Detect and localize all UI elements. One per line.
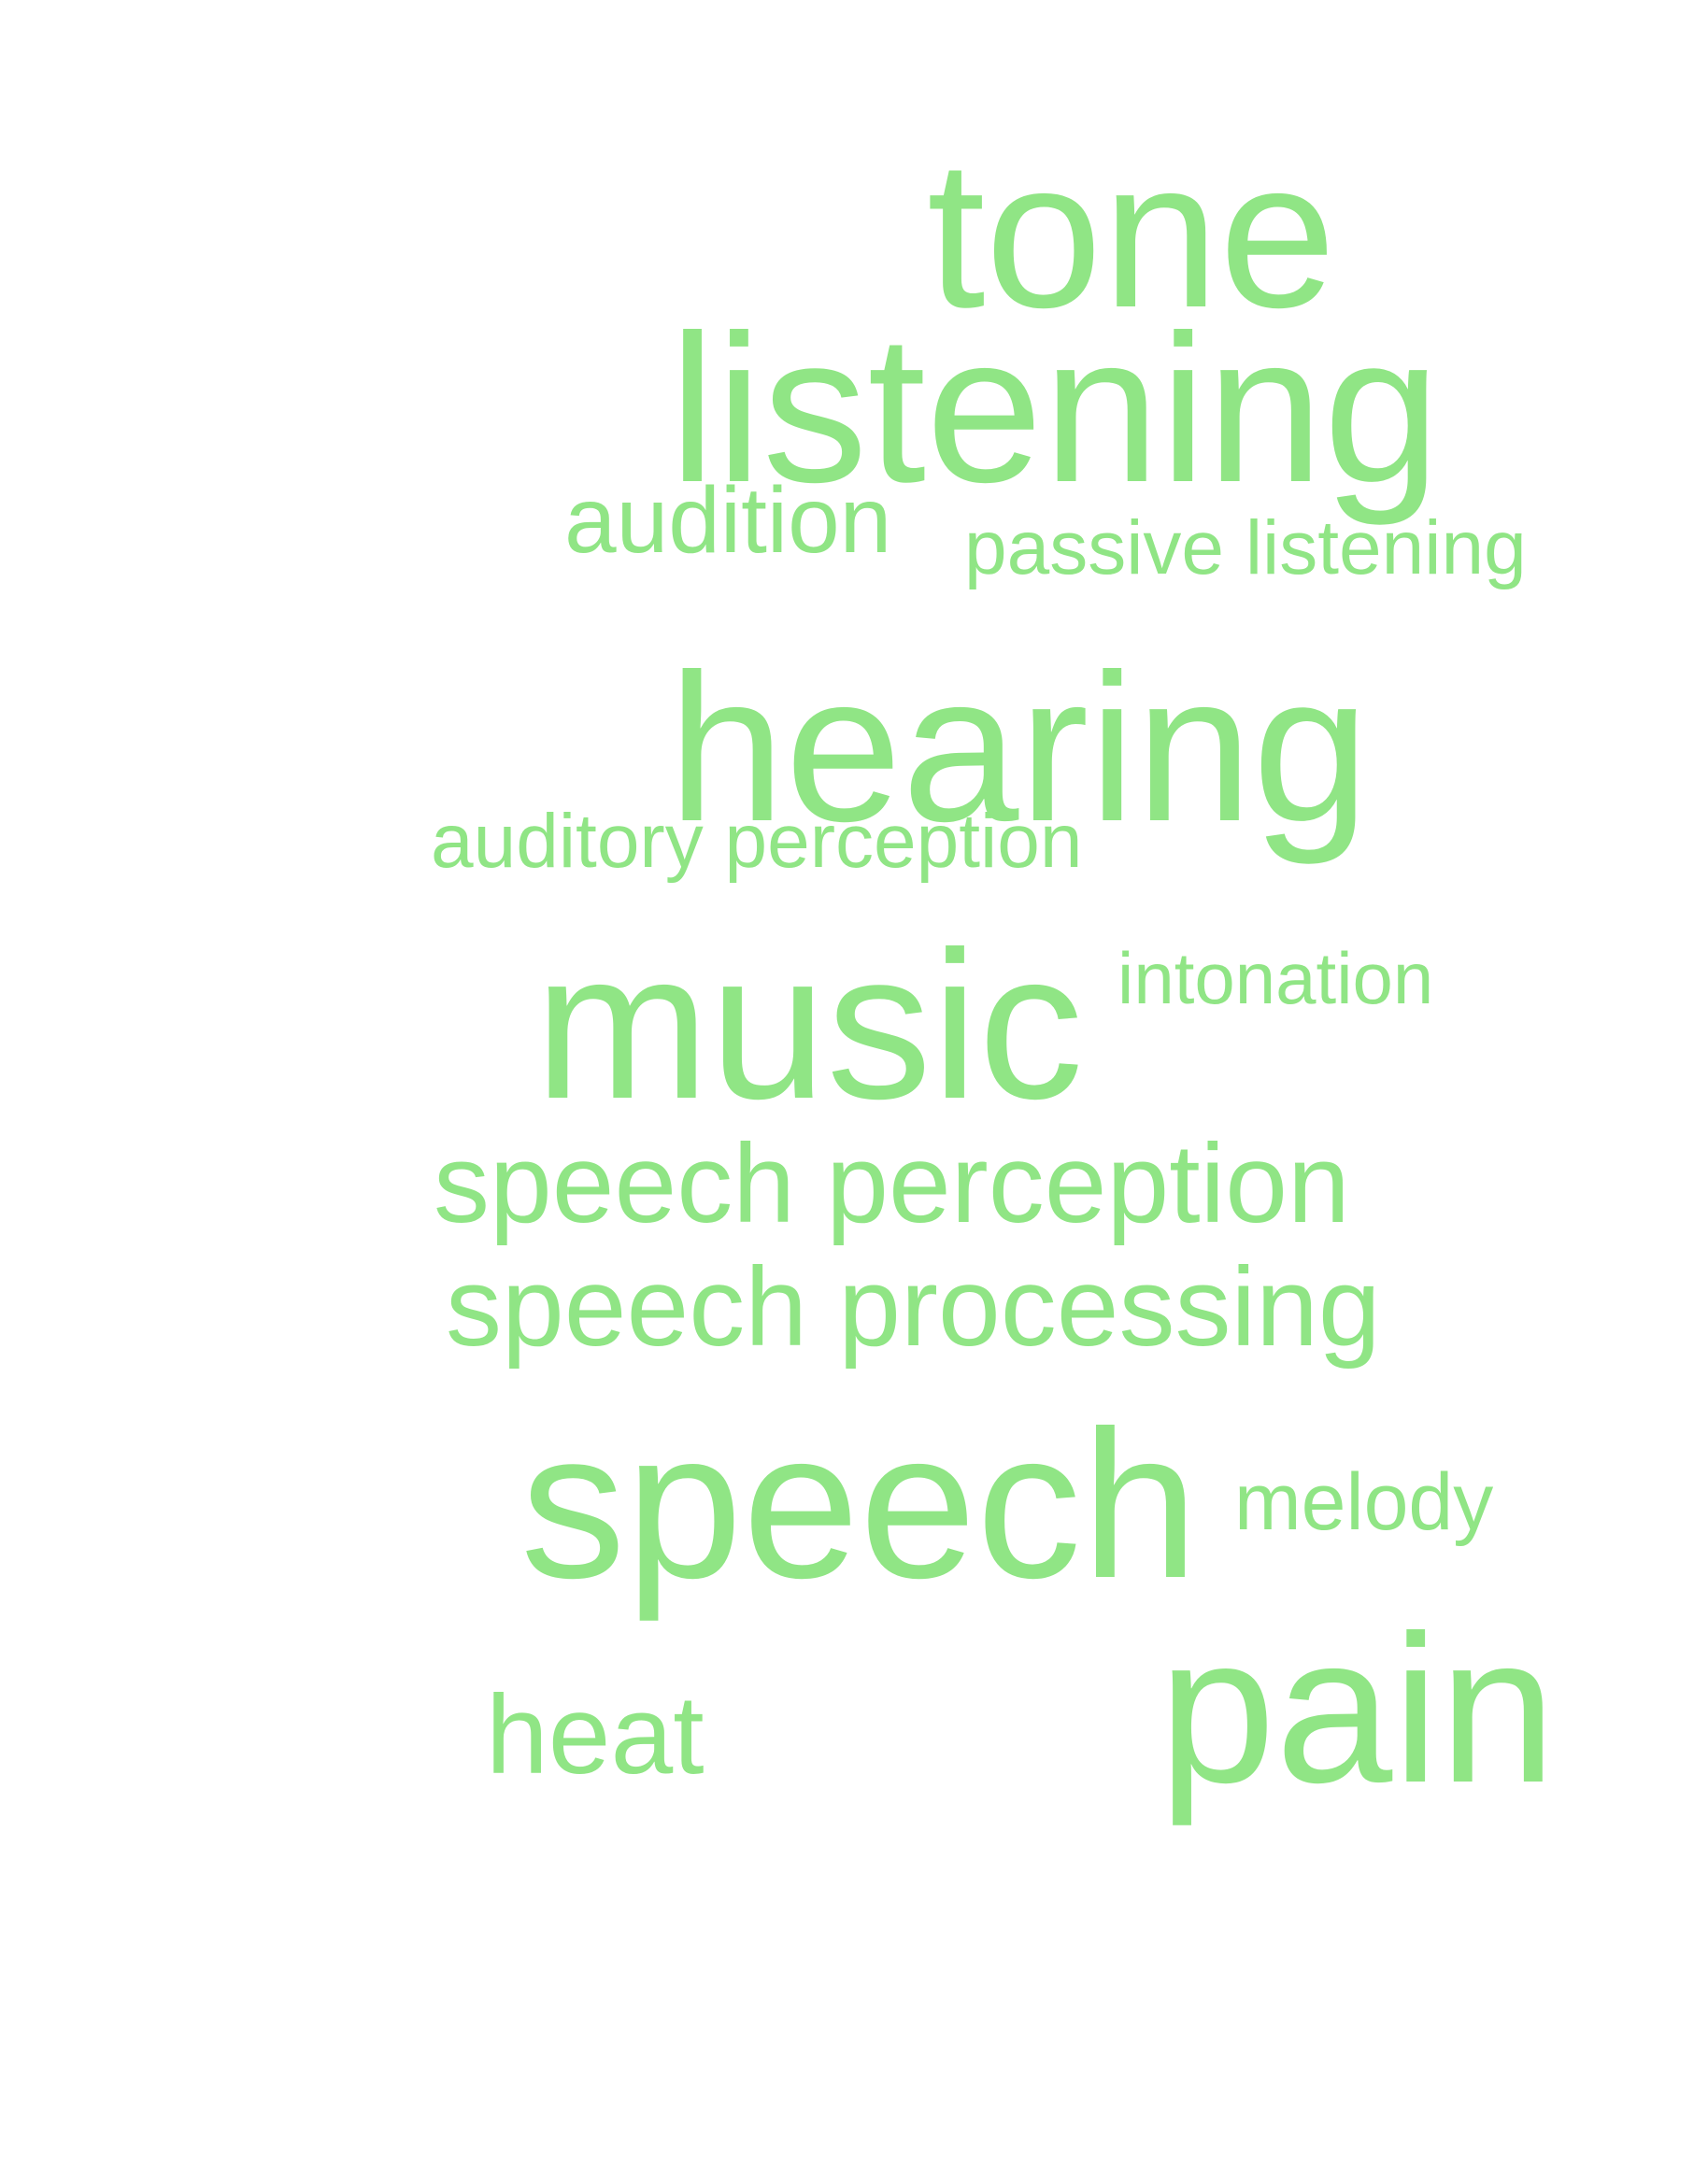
word-audition: audition [564, 468, 892, 573]
word-music: music [534, 907, 1084, 1143]
word-speech: speech [520, 1386, 1199, 1622]
word-passive-listening: passive listening [964, 505, 1527, 590]
word-tone: tone [927, 116, 1336, 351]
word-intonation: intonation [1117, 937, 1434, 1019]
word-listening: listening [669, 291, 1441, 526]
word-pain: pain [1159, 1591, 1557, 1826]
word-hearing: hearing [668, 630, 1370, 865]
word-heat: heat [486, 1672, 705, 1797]
word-auditory-perception: auditory perception [431, 799, 1083, 884]
word-speech-perception: speech perception [434, 1121, 1350, 1246]
word-melody: melody [1234, 1457, 1494, 1547]
word-speech-processing: speech processing [446, 1244, 1381, 1370]
